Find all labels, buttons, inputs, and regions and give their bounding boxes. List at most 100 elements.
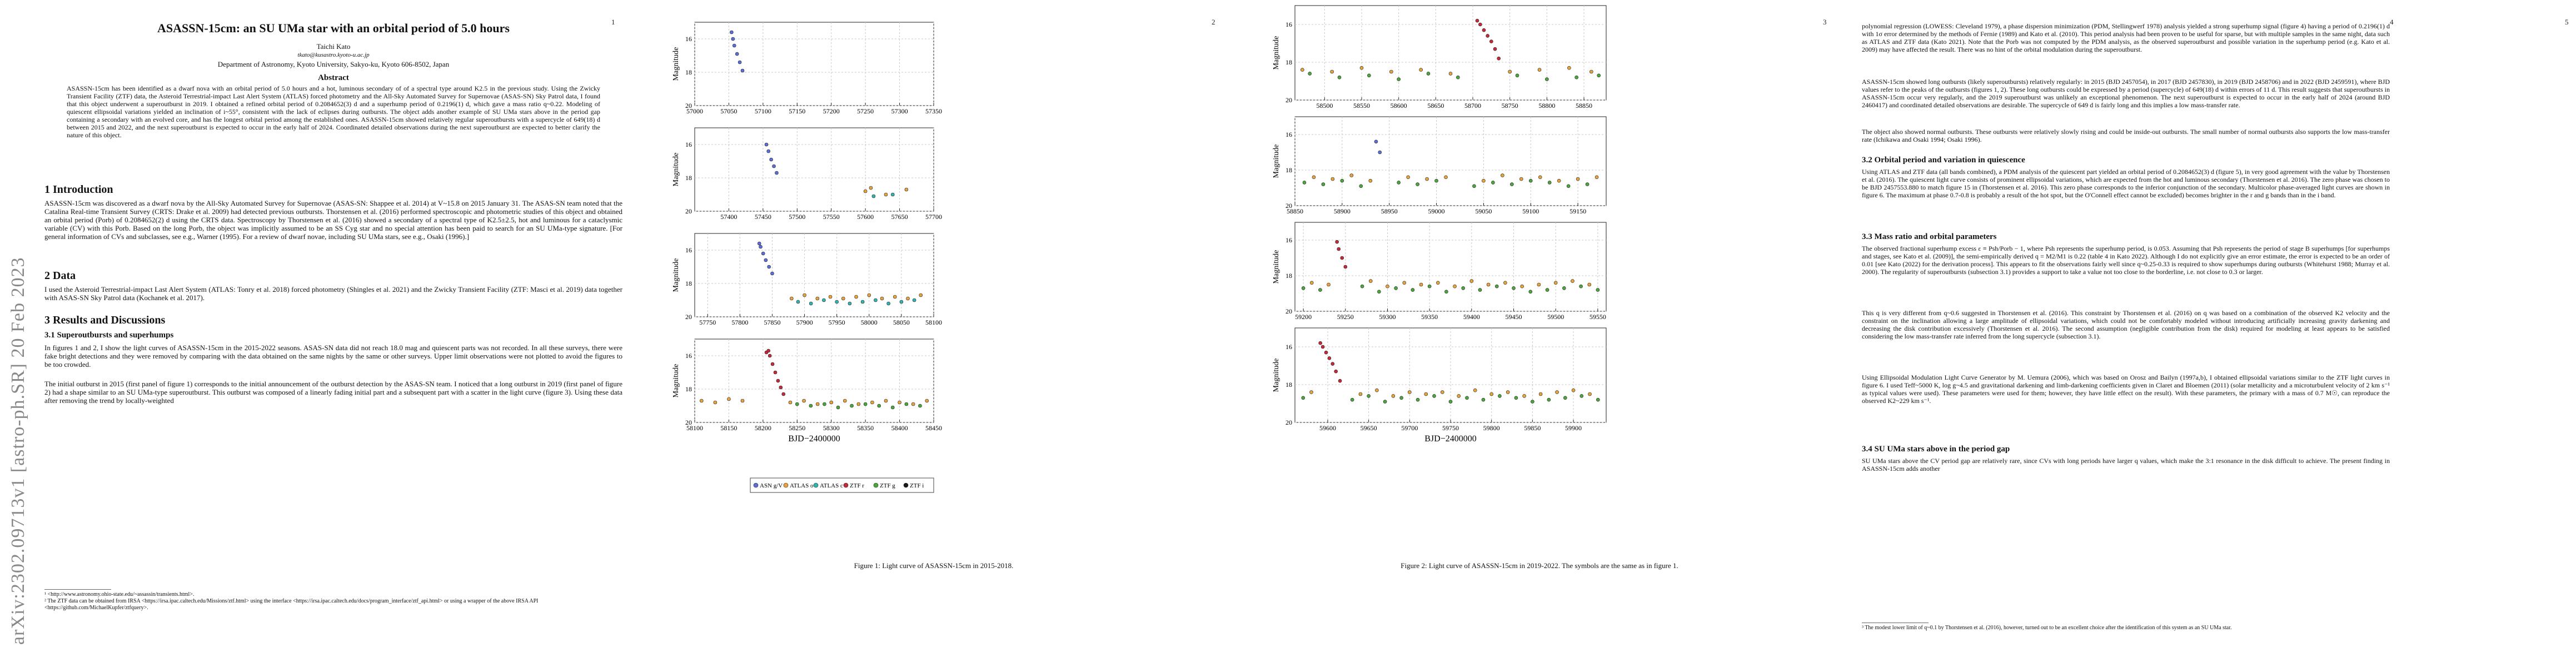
x-tick-label: 59150 — [1569, 207, 1586, 215]
data-point — [1308, 72, 1312, 76]
x-tick-label: 59450 — [1506, 313, 1522, 321]
x-tick-label: 59850 — [1524, 424, 1541, 432]
data-point — [1426, 72, 1431, 76]
y-tick-label: 20 — [685, 313, 692, 321]
y-tick-label: 16 — [685, 141, 692, 148]
data-point — [1301, 286, 1306, 290]
data-point — [890, 192, 895, 197]
y-tick-label: 16 — [685, 35, 692, 43]
y-tick-label: 20 — [1285, 419, 1292, 426]
x-tick-label: 57200 — [823, 107, 840, 115]
x-tick-label: 57600 — [857, 213, 874, 221]
panel-frame — [694, 233, 934, 317]
footnote-3: ³ The modest lower limit of q~0.1 by Tho… — [1862, 625, 2232, 631]
data-point — [1432, 394, 1436, 398]
x-tick-label: 59300 — [1379, 313, 1396, 321]
data-point — [809, 301, 813, 306]
section-3-1-text: In figures 1 and 2, I show the light cur… — [44, 344, 622, 369]
data-point — [1406, 175, 1410, 180]
page-number: 5 — [2565, 18, 2569, 26]
data-point — [1478, 288, 1482, 292]
data-point — [1481, 397, 1486, 402]
data-point — [886, 301, 890, 306]
x-tick-label: 57950 — [829, 318, 845, 326]
y-tick-label: 18 — [1285, 166, 1292, 174]
x-tick-label: 57700 — [925, 213, 942, 221]
x-tick-label: 58450 — [925, 424, 942, 432]
x-tick-label: 57300 — [891, 107, 908, 115]
x-tick-label: 57350 — [925, 107, 942, 115]
x-tick-label: 58700 — [1464, 102, 1481, 109]
data-point — [788, 400, 793, 405]
data-point — [1335, 240, 1339, 244]
data-point — [1331, 362, 1335, 366]
data-point — [1547, 181, 1552, 185]
data-point — [1497, 56, 1501, 61]
data-point — [1368, 279, 1373, 283]
section-1-text: ASASSN-15cm was discovered as a dwarf no… — [44, 199, 622, 241]
y-tick-label: 20 — [685, 419, 692, 426]
data-point — [1321, 345, 1325, 349]
data-point — [713, 400, 718, 405]
data-point — [893, 295, 897, 299]
footnote-1: ¹ <http://www.astronomy.ohio-state.edu/~… — [44, 591, 195, 598]
data-point — [1419, 68, 1423, 72]
panel-fig1-panel4: 58100 58150 58200 58250 58300 58350 58400 58450… — [672, 339, 942, 444]
x-tick-label: 59400 — [1463, 313, 1480, 321]
data-point — [863, 189, 868, 193]
data-point — [1318, 288, 1322, 292]
data-point — [1519, 177, 1523, 181]
data-point — [823, 402, 826, 406]
data-point — [1465, 396, 1469, 400]
data-point — [1448, 72, 1453, 76]
data-point — [1383, 400, 1387, 404]
data-point — [1349, 173, 1354, 177]
data-point — [911, 402, 915, 406]
data-point — [1340, 178, 1344, 183]
x-tick-label: 58600 — [1391, 102, 1407, 109]
data-point — [1440, 390, 1444, 394]
data-point — [899, 300, 904, 304]
y-tick-label: 18 — [685, 174, 692, 182]
figure-1-legend: ASN g/V ATLAS o ATLAS c ZTF r ZTF g ZTF i — [750, 477, 934, 493]
data-point — [1538, 392, 1543, 396]
data-point — [768, 354, 772, 358]
x-axis-label: BJD−2400000 — [1424, 434, 1476, 444]
data-point — [1397, 181, 1401, 185]
data-point — [870, 400, 874, 405]
data-point — [767, 265, 771, 269]
data-point — [1588, 392, 1592, 396]
x-tick-label: 57050 — [720, 107, 737, 115]
data-point — [1334, 369, 1338, 374]
x-tick-label: 59750 — [1442, 424, 1459, 432]
data-point — [884, 192, 888, 197]
y-tick-label: 16 — [1285, 131, 1292, 138]
data-point — [1562, 286, 1566, 290]
data-point — [1434, 178, 1438, 183]
x-tick-label: 58350 — [857, 424, 874, 432]
email: tkato@kusastro.kyoto-u.ac.jp — [297, 52, 370, 58]
legend-marker — [843, 482, 849, 488]
data-point — [898, 400, 901, 405]
data-point — [1498, 394, 1502, 398]
data-point — [1427, 284, 1432, 288]
data-point — [1448, 400, 1453, 404]
data-point — [732, 43, 736, 48]
x-tick-label: 59250 — [1337, 313, 1354, 321]
data-point — [1399, 396, 1403, 400]
data-point — [1538, 175, 1542, 180]
y-tick-label: 18 — [685, 68, 692, 76]
data-point — [766, 349, 770, 353]
data-point — [1424, 392, 1428, 396]
data-point — [841, 296, 845, 301]
data-point — [1478, 22, 1482, 27]
legend-label: ZTF i — [910, 482, 924, 489]
data-point — [1522, 394, 1526, 398]
data-point — [1301, 396, 1306, 400]
data-point — [1555, 390, 1559, 394]
data-point — [1537, 68, 1542, 72]
data-point — [772, 164, 776, 168]
data-point — [781, 392, 786, 396]
y-tick-label: 20 — [685, 102, 692, 109]
data-point — [1343, 265, 1348, 269]
